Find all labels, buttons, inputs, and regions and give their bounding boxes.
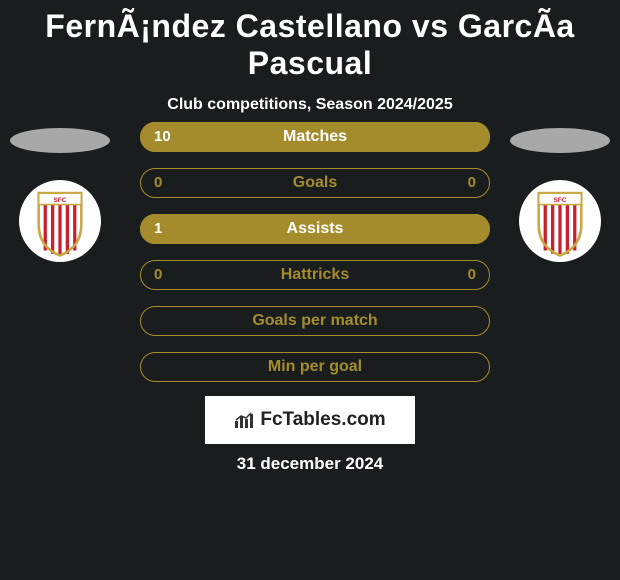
stat-label: Goals per match — [140, 306, 490, 336]
stat-row: Goals0 0 — [140, 168, 490, 198]
stat-label: Hattricks — [140, 260, 490, 290]
stat-label: Matches — [140, 122, 490, 152]
stat-row: Matches10 — [140, 122, 490, 152]
player-avatar-right — [510, 128, 610, 153]
club-crest-left: SFC — [19, 180, 101, 262]
brand-chart-icon — [234, 411, 256, 429]
stat-label: Min per goal — [140, 352, 490, 382]
player-avatar-left — [10, 128, 110, 153]
stat-value-left: 0 — [154, 168, 162, 198]
stat-label: Goals — [140, 168, 490, 198]
club-crest-right: SFC — [519, 180, 601, 262]
stat-value-left: 0 — [154, 260, 162, 290]
stat-value-left: 10 — [154, 122, 171, 152]
svg-text:SFC: SFC — [553, 197, 566, 204]
date-label: 31 december 2024 — [0, 454, 620, 474]
svg-text:SFC: SFC — [53, 197, 66, 204]
brand-label: FcTables.com — [260, 409, 385, 431]
stat-row: Assists1 — [140, 214, 490, 244]
stats-bars: Matches10Goals00Assists1Hattricks00Goals… — [140, 122, 490, 398]
page-title: FernÃ¡ndez Castellano vs GarcÃ­a Pascual — [0, 0, 620, 82]
subtitle: Club competitions, Season 2024/2025 — [0, 96, 620, 114]
stat-value-right: 0 — [468, 260, 476, 290]
brand-box: FcTables.com — [205, 396, 415, 444]
stat-label: Assists — [140, 214, 490, 244]
stat-row: Hattricks0 0 — [140, 260, 490, 290]
stat-value-left: 1 — [154, 214, 162, 244]
stat-value-right: 0 — [468, 168, 476, 198]
stat-row: Goals per match — [140, 306, 490, 336]
stat-row: Min per goal — [140, 352, 490, 382]
